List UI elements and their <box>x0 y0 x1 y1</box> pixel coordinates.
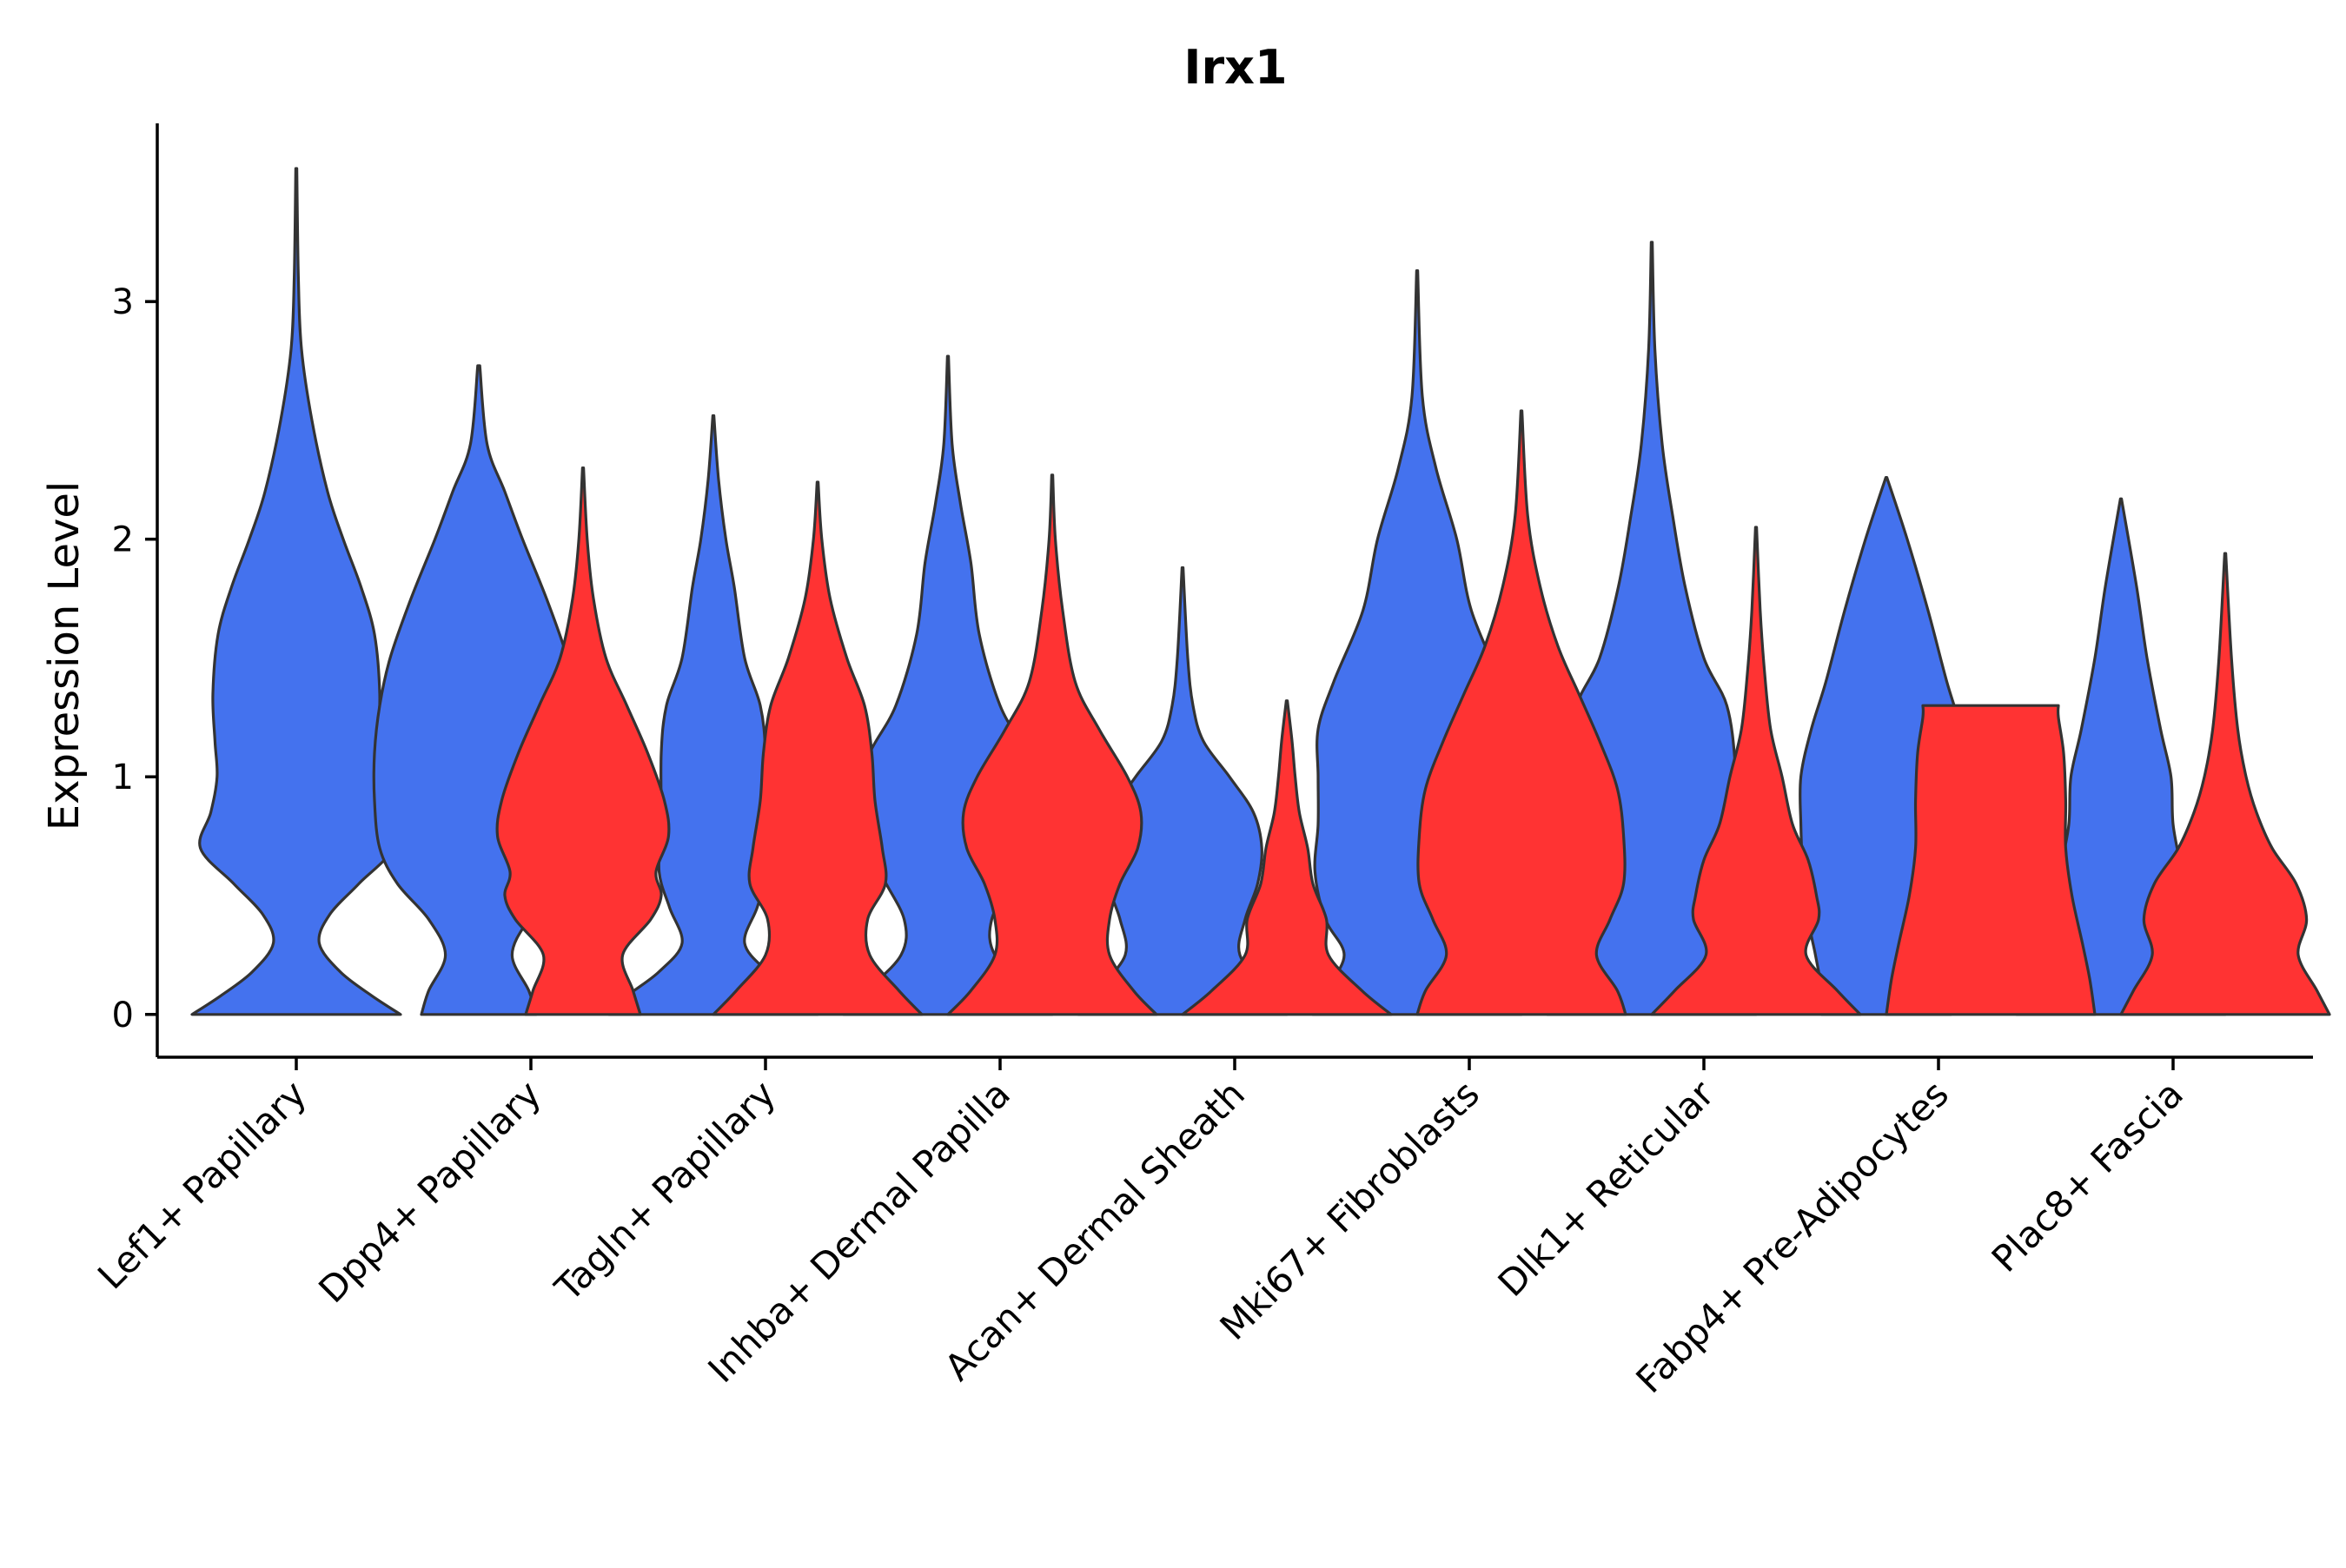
y-tick-label-1: 1 <box>112 758 134 797</box>
x-tick-label-6: Dlk1+ Reticular <box>1490 1072 1723 1305</box>
violin-group <box>190 167 2331 1016</box>
violin-group2-2 <box>712 480 924 1016</box>
violin-group2-4 <box>1181 699 1393 1016</box>
x-tick-label-2: Tagln+ Papillary <box>547 1072 784 1309</box>
y-tick-label-3: 3 <box>112 282 134 322</box>
y-tick-label-0: 0 <box>112 996 134 1035</box>
violin-group2-7 <box>1885 704 2097 1016</box>
x-tick-label-0: Lef1+ Papillary <box>89 1072 315 1297</box>
violin-group2-1 <box>495 466 671 1016</box>
x-tick-label-8: Plac8+ Fascia <box>1984 1072 2191 1280</box>
violin-group2-5 <box>1415 409 1627 1016</box>
x-tick-label-1: Dpp4+ Papillary <box>310 1072 549 1311</box>
violin-group2-8 <box>2119 552 2331 1016</box>
y-tick-label-2: 2 <box>112 520 134 560</box>
y-axis-label: Expression Level <box>40 481 89 831</box>
x-tick-label-5: Mki67+ Fibroblasts <box>1212 1072 1488 1347</box>
violin-group2-6 <box>1650 526 1862 1016</box>
violin-group2-3 <box>946 473 1158 1016</box>
chart-title: Irx1 <box>1183 40 1287 95</box>
y-ticks: 0 1 2 3 <box>112 282 157 1035</box>
violin-group1-0 <box>190 167 402 1016</box>
